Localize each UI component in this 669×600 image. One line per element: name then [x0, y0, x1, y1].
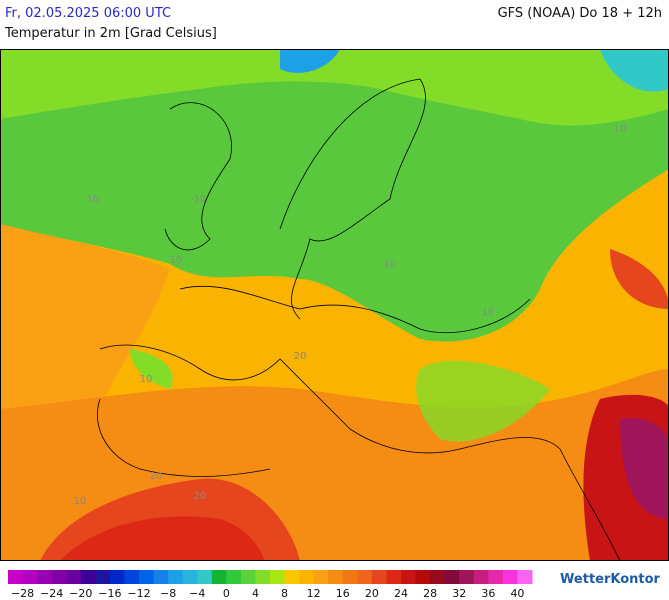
- color-swatch: [328, 570, 344, 584]
- contour-label: 20: [150, 471, 163, 482]
- green-zone: [0, 49, 669, 342]
- color-swatch: [488, 570, 504, 584]
- color-swatch: [342, 570, 358, 584]
- color-swatch: [371, 570, 387, 584]
- color-swatch: [473, 570, 489, 584]
- color-swatch: [66, 570, 82, 584]
- color-swatch: [240, 570, 256, 584]
- tick-label: 40: [510, 587, 524, 600]
- contour-label: 20: [294, 351, 307, 362]
- hot-zone: [610, 249, 669, 309]
- tick-label: −8: [160, 587, 176, 600]
- subtitle: Temperatur in 2m [Grad Celsius]: [5, 26, 217, 41]
- cold-zone: [600, 49, 669, 92]
- color-swatch: [401, 570, 417, 584]
- tick-label: −16: [98, 587, 121, 600]
- green-zone: [416, 360, 550, 442]
- tick-label: 24: [394, 587, 408, 600]
- hot-zone: [620, 418, 669, 519]
- color-swatch: [197, 570, 213, 584]
- tick-label: 32: [452, 587, 466, 600]
- color-swatch: [124, 570, 140, 584]
- color-swatch: [430, 570, 446, 584]
- tick-label: 16: [336, 587, 350, 600]
- color-swatch: [517, 570, 533, 584]
- map: 10 10 10 10 10 10 10 20 20 20 10: [0, 49, 669, 561]
- tick-label: −28: [11, 587, 34, 600]
- tick-label: 8: [281, 587, 288, 600]
- color-swatch: [211, 570, 227, 584]
- color-swatch: [284, 570, 300, 584]
- coastline: [97, 78, 621, 561]
- color-swatch: [299, 570, 315, 584]
- color-swatch: [51, 570, 67, 584]
- color-swatch: [139, 570, 155, 584]
- contour-label: 10: [74, 496, 87, 507]
- color-swatch: [22, 570, 38, 584]
- color-swatch: [255, 570, 271, 584]
- tick-label: −12: [127, 587, 150, 600]
- tick-label: −4: [189, 587, 205, 600]
- tick-label: 36: [481, 587, 495, 600]
- cold-zone: [280, 49, 340, 73]
- hot-zone: [60, 516, 265, 561]
- color-swatch: [109, 570, 125, 584]
- color-swatch: [182, 570, 198, 584]
- color-swatch: [502, 570, 518, 584]
- model: GFS (NOAA) Do 18 + 12h: [497, 6, 662, 21]
- color-swatch: [386, 570, 402, 584]
- legend: WetterKontor −28 −24 −20 −16 −12 −8 −4 0 4 8 12 16 2…: [8, 570, 661, 600]
- color-swatch: [8, 570, 24, 584]
- contour-label: 10: [87, 194, 100, 205]
- color-swatch: [168, 570, 184, 584]
- tick-label: −20: [69, 587, 92, 600]
- color-swatch: [444, 570, 460, 584]
- color-swatch: [226, 570, 242, 584]
- color-swatch: [357, 570, 373, 584]
- tick-label: 4: [252, 587, 259, 600]
- green-zone: [130, 349, 173, 389]
- contour-label: 20: [194, 491, 207, 502]
- color-swatch: [459, 570, 475, 584]
- contour-label: 10: [140, 374, 153, 385]
- tick-label: −24: [40, 587, 63, 600]
- tick-label: 0: [223, 587, 230, 600]
- contour-label: 10: [384, 259, 397, 270]
- tick-label: 12: [307, 587, 321, 600]
- brand: WetterKontor: [560, 572, 661, 587]
- color-swatch: [153, 570, 169, 584]
- contour-label: 10: [194, 194, 207, 205]
- contour-label: 10: [614, 124, 627, 135]
- green-zone: [0, 49, 669, 126]
- tick-label: 28: [423, 587, 437, 600]
- contour-label: 10: [482, 307, 495, 318]
- contour-label: 10: [170, 255, 183, 266]
- color-swatch: [415, 570, 431, 584]
- color-swatch: [95, 570, 111, 584]
- tick-label: 20: [365, 587, 379, 600]
- color-swatch: [270, 570, 286, 584]
- color-swatch: [313, 570, 329, 584]
- date: Fr, 02.05.2025 06:00 UTC: [5, 6, 172, 21]
- color-swatch: [37, 570, 53, 584]
- color-swatch: [80, 570, 96, 584]
- warm-zone: [0, 224, 170, 409]
